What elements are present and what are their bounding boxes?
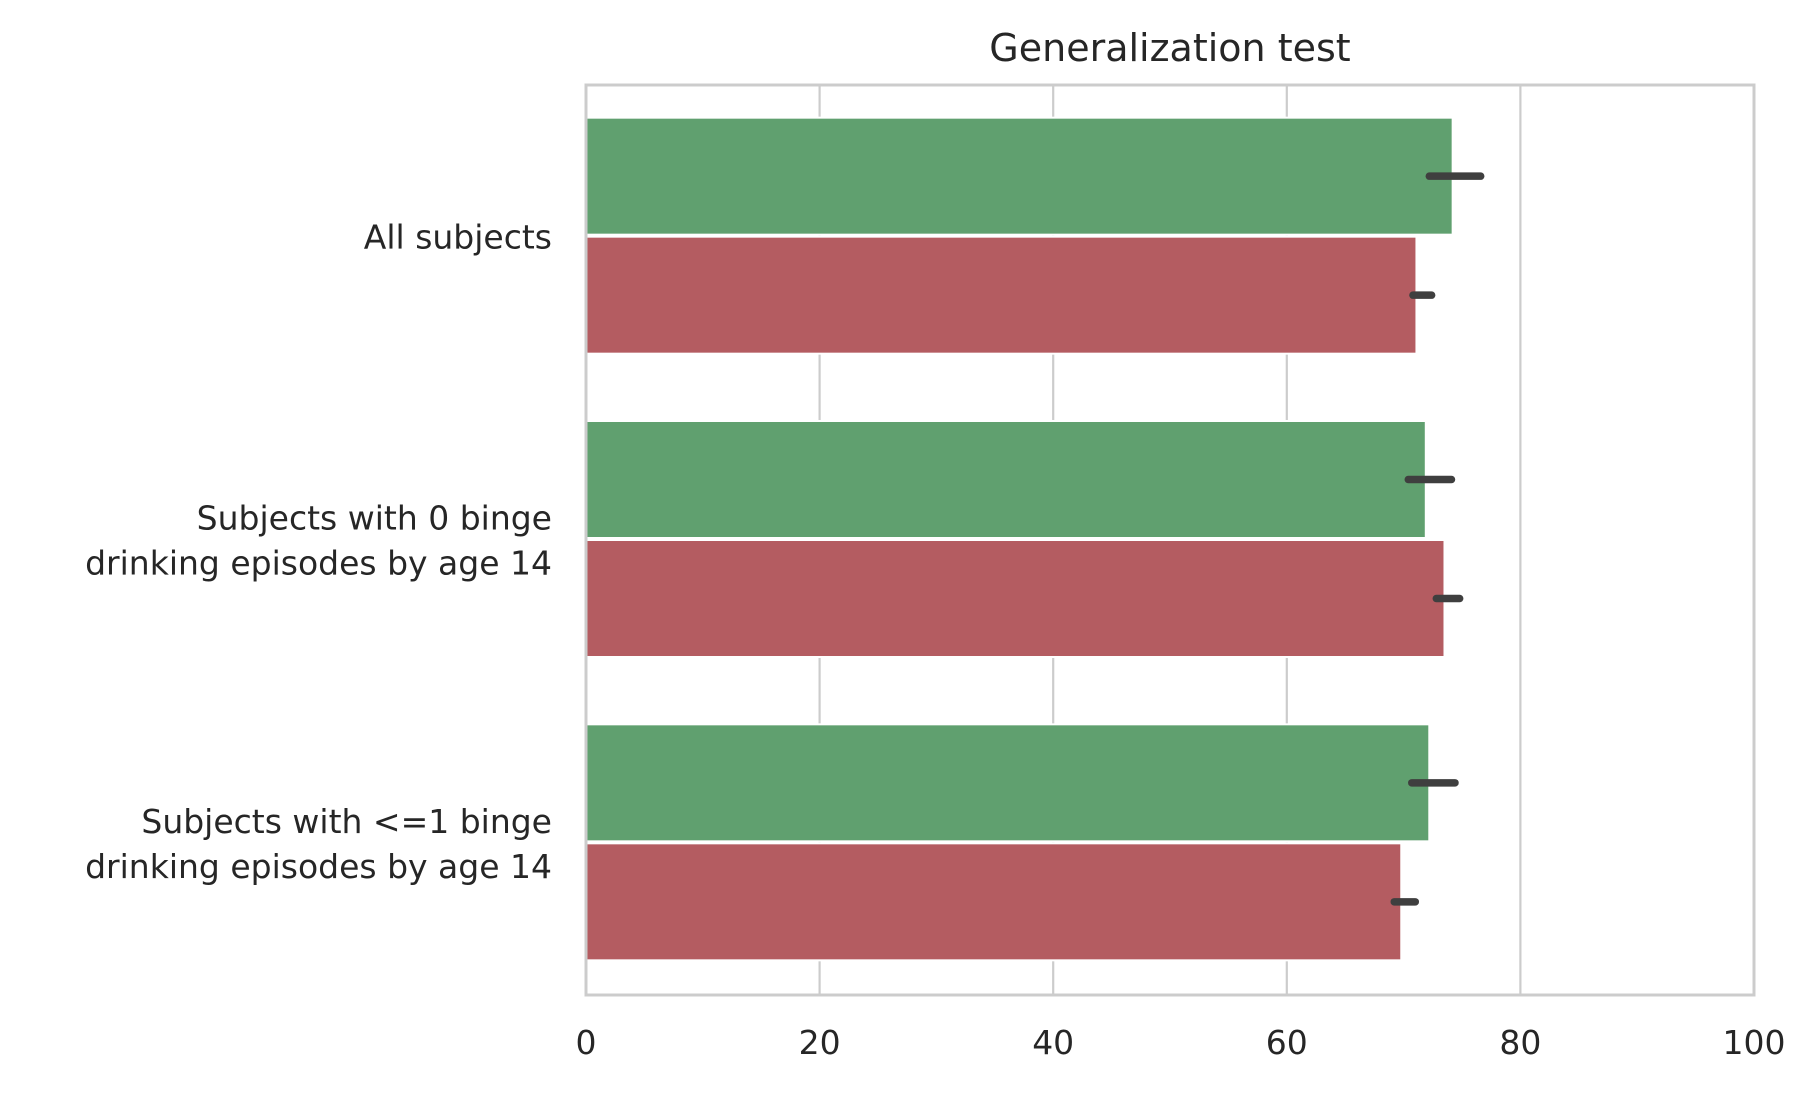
plot-frame bbox=[584, 83, 1756, 997]
category-label: All subjects bbox=[364, 218, 552, 257]
bar bbox=[585, 842, 1403, 962]
x-tick-label: 100 bbox=[1723, 1023, 1786, 1062]
category-label: drinking episodes by age 14 bbox=[85, 544, 552, 583]
x-tick-label: 60 bbox=[1266, 1023, 1308, 1062]
x-tick-label: 0 bbox=[576, 1023, 597, 1062]
bars bbox=[585, 116, 1454, 962]
chart-title: Generalization test bbox=[989, 26, 1350, 70]
category-labels: All subjects Subjects with 0 binge drinkin… bbox=[85, 218, 552, 886]
x-tick-label: 80 bbox=[1499, 1023, 1541, 1062]
category-label: Subjects with 0 binge bbox=[197, 499, 552, 538]
bar bbox=[585, 116, 1454, 236]
x-tick-labels: 0 20 40 60 80 100 bbox=[576, 1023, 1786, 1062]
x-tick-label: 40 bbox=[1032, 1023, 1074, 1062]
category-label: Subjects with <=1 binge bbox=[141, 802, 552, 841]
error-bars bbox=[1390, 172, 1485, 906]
bar bbox=[585, 420, 1427, 539]
category-label: drinking episodes by age 14 bbox=[85, 847, 552, 886]
bar bbox=[585, 539, 1446, 658]
x-tick-label: 20 bbox=[799, 1023, 841, 1062]
bar bbox=[585, 723, 1431, 843]
bar bbox=[585, 235, 1418, 355]
